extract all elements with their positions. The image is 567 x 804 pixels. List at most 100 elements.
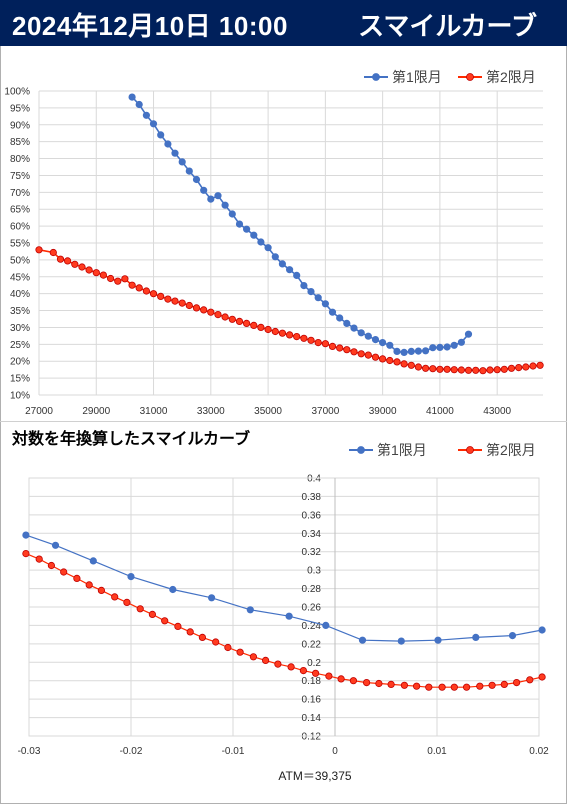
plot-area-border	[28, 477, 540, 737]
series-1-point	[192, 175, 201, 184]
series-2-point	[200, 306, 208, 314]
series-1-point	[350, 324, 358, 332]
series-2-point	[235, 317, 244, 325]
series-1-point	[386, 341, 394, 349]
series-2-point	[512, 679, 521, 687]
series-2-point	[472, 366, 480, 374]
series-line-2	[38, 249, 541, 372]
series-2-point	[164, 295, 172, 303]
series-2-point	[35, 555, 43, 563]
series-1-point	[207, 195, 215, 203]
series-1-point	[285, 266, 294, 274]
series-2-point	[462, 683, 471, 691]
x-tick-label: 43000	[483, 406, 511, 417]
series-1-point	[200, 186, 208, 194]
series-1-point	[169, 585, 177, 594]
series-1-point	[328, 308, 337, 316]
y-tick-label: 85%	[10, 137, 30, 148]
series-1-point	[358, 636, 367, 644]
series-2-point	[249, 653, 257, 661]
y-tick-label: 0.18	[302, 676, 322, 687]
y-tick-label: 80%	[10, 154, 30, 165]
series-2-point	[387, 680, 395, 688]
series-2-point	[22, 550, 30, 558]
series-2-point	[224, 643, 232, 652]
header-bar: 2024年12月10日 10:00 スマイルカーブ	[0, 0, 567, 46]
x-tick-label: 39000	[369, 406, 397, 417]
series-1-point	[300, 282, 308, 290]
series-1-point	[397, 637, 405, 645]
x-tick-label: 0.01	[427, 746, 447, 757]
series-2-point	[157, 292, 165, 300]
series-1-point	[407, 347, 415, 355]
series-2-point	[228, 315, 236, 323]
series-2-point	[488, 681, 496, 689]
series-2-point	[476, 682, 484, 690]
series-1-point	[378, 338, 387, 347]
y-tick-label: 50%	[10, 255, 30, 266]
series-1-point	[322, 621, 330, 629]
header-date-time: 2024年12月10日 10:00	[12, 11, 288, 41]
series-2-point	[128, 281, 136, 289]
series-2-point	[250, 321, 258, 329]
series-1-point	[128, 93, 136, 101]
series-1-point	[371, 335, 380, 344]
legend-marker-1	[357, 446, 365, 454]
series-1-point	[51, 541, 60, 549]
series-2-point	[171, 297, 179, 305]
series-2-point	[56, 255, 65, 263]
series-1-point	[135, 100, 143, 109]
series-2-point	[314, 338, 322, 347]
series-2-point	[64, 257, 72, 265]
series-2-point	[349, 677, 357, 685]
legend-label-1: 第1限月	[377, 442, 427, 458]
series-2-point	[515, 363, 523, 372]
series-2-point	[450, 683, 458, 691]
series-1-point	[357, 329, 365, 337]
series-2-point	[311, 669, 320, 677]
series-2-point	[92, 269, 100, 277]
y-tick-label: 60%	[10, 222, 30, 233]
series-2-point	[337, 675, 345, 683]
series-2-point	[500, 680, 508, 688]
series-2-point	[412, 682, 421, 690]
series-2-point	[47, 561, 56, 570]
y-tick-label: 65%	[10, 205, 30, 216]
series-2-point	[371, 353, 380, 361]
x-tick-label: -0.01	[222, 746, 245, 757]
header-title: スマイルカーブ	[358, 11, 537, 41]
series-1-point	[314, 294, 322, 302]
y-tick-label: 0.12	[302, 732, 322, 743]
series-2-point	[328, 342, 337, 350]
series-1-point	[336, 314, 344, 322]
y-tick-label: 100%	[4, 87, 30, 98]
x-tick-label: 41000	[426, 406, 454, 417]
series-2-point	[421, 364, 430, 372]
series-2-point	[149, 290, 158, 298]
series-2-point	[336, 344, 344, 352]
smile-curve-chart: 10% 15% 20% 25% 30% 35% 40% 45% 50% 55% 60% 65% 70% 7…	[4, 69, 544, 417]
x-tick-label: 37000	[311, 406, 339, 417]
y-tick-label: 0.2	[307, 658, 321, 669]
series-1-point	[443, 343, 451, 351]
series-2-point	[429, 365, 437, 373]
series-1-point	[221, 201, 229, 209]
series-2-point	[299, 667, 307, 675]
series-1-point	[178, 158, 186, 166]
series-2-point	[522, 363, 530, 371]
series-2-point	[538, 673, 546, 681]
y-tick-label: 0.3	[307, 566, 321, 577]
series-2-point	[85, 266, 93, 274]
series-2-point	[212, 638, 220, 646]
series-1-point	[285, 612, 293, 620]
series-2-point	[464, 366, 473, 374]
series-2-point	[325, 672, 333, 680]
y-tick-label: 40%	[10, 289, 30, 300]
legend-marker-1	[372, 73, 380, 81]
series-1-point	[171, 149, 179, 157]
series-1-point	[457, 338, 465, 346]
series-1-point	[508, 632, 517, 640]
series-1-point	[343, 319, 351, 327]
legend-label-1: 第1限月	[392, 69, 442, 85]
series-line-2	[25, 553, 543, 688]
